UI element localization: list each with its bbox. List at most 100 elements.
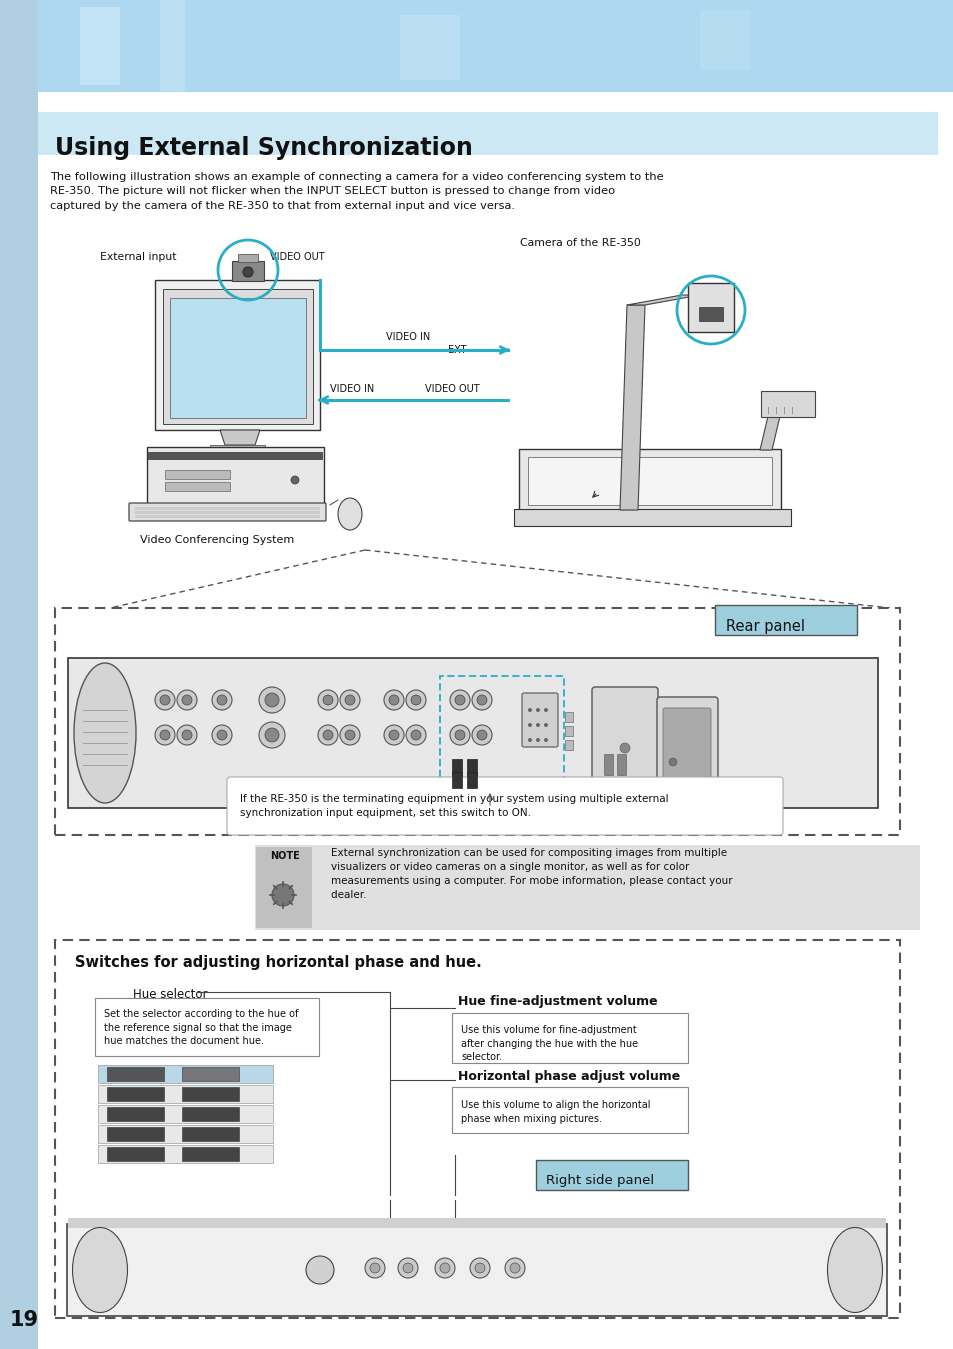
Circle shape: [543, 738, 547, 742]
FancyBboxPatch shape: [452, 759, 461, 774]
FancyBboxPatch shape: [182, 1067, 239, 1081]
Circle shape: [527, 708, 532, 712]
Ellipse shape: [72, 1228, 128, 1313]
Circle shape: [455, 695, 464, 706]
Text: Camera of the RE-350: Camera of the RE-350: [519, 237, 640, 248]
FancyBboxPatch shape: [467, 759, 476, 774]
Circle shape: [317, 724, 337, 745]
FancyBboxPatch shape: [182, 1108, 239, 1121]
Circle shape: [323, 695, 333, 706]
FancyBboxPatch shape: [67, 1224, 886, 1317]
Circle shape: [212, 724, 232, 745]
FancyBboxPatch shape: [514, 509, 790, 526]
Circle shape: [258, 687, 285, 714]
FancyBboxPatch shape: [700, 9, 749, 70]
FancyBboxPatch shape: [452, 1087, 687, 1133]
FancyBboxPatch shape: [452, 772, 461, 788]
Text: VIDEO OUT: VIDEO OUT: [270, 252, 324, 262]
FancyBboxPatch shape: [255, 847, 312, 928]
Circle shape: [510, 1263, 519, 1273]
Circle shape: [476, 695, 486, 706]
Circle shape: [323, 730, 333, 741]
Circle shape: [619, 743, 629, 753]
FancyBboxPatch shape: [564, 741, 573, 750]
FancyBboxPatch shape: [210, 445, 265, 451]
FancyBboxPatch shape: [98, 1145, 273, 1163]
FancyBboxPatch shape: [163, 289, 313, 424]
Text: Video Conferencing System: Video Conferencing System: [140, 536, 294, 545]
FancyBboxPatch shape: [148, 452, 323, 460]
Text: RGB: RGB: [332, 664, 346, 670]
Text: EXT: EXT: [448, 345, 466, 355]
Circle shape: [536, 708, 539, 712]
FancyBboxPatch shape: [0, 0, 38, 1349]
Text: OUT: OUT: [397, 664, 412, 670]
FancyBboxPatch shape: [227, 777, 782, 835]
Circle shape: [536, 738, 539, 742]
Circle shape: [470, 1259, 490, 1278]
FancyBboxPatch shape: [107, 1087, 164, 1101]
Circle shape: [154, 689, 174, 710]
FancyBboxPatch shape: [527, 457, 771, 505]
Circle shape: [543, 708, 547, 712]
FancyBboxPatch shape: [467, 772, 476, 788]
FancyBboxPatch shape: [165, 482, 230, 491]
FancyBboxPatch shape: [98, 1085, 273, 1103]
Circle shape: [389, 695, 398, 706]
FancyBboxPatch shape: [399, 15, 459, 80]
Circle shape: [160, 695, 170, 706]
Circle shape: [339, 724, 359, 745]
Circle shape: [527, 738, 532, 742]
FancyBboxPatch shape: [699, 308, 722, 321]
Circle shape: [472, 724, 492, 745]
FancyBboxPatch shape: [452, 1013, 687, 1063]
Circle shape: [402, 1263, 413, 1273]
Circle shape: [160, 730, 170, 741]
Circle shape: [345, 730, 355, 741]
Circle shape: [272, 884, 294, 907]
Text: Use this volume to align the horizontal
phase when mixing pictures.: Use this volume to align the horizontal …: [460, 1099, 650, 1124]
Circle shape: [435, 1259, 455, 1278]
Circle shape: [682, 778, 690, 786]
FancyBboxPatch shape: [55, 608, 899, 835]
Circle shape: [182, 695, 192, 706]
FancyBboxPatch shape: [107, 1147, 164, 1161]
Circle shape: [384, 724, 403, 745]
FancyBboxPatch shape: [147, 447, 324, 505]
Text: Switches for adjusting horizontal phase and hue.: Switches for adjusting horizontal phase …: [75, 955, 481, 970]
Text: Rear panel: Rear panel: [725, 619, 804, 634]
FancyBboxPatch shape: [38, 92, 953, 112]
FancyBboxPatch shape: [107, 1067, 164, 1081]
Circle shape: [291, 476, 298, 484]
FancyBboxPatch shape: [657, 697, 718, 803]
Circle shape: [384, 689, 403, 710]
FancyBboxPatch shape: [68, 1218, 885, 1228]
Text: NOTE: NOTE: [270, 851, 299, 861]
Circle shape: [243, 267, 253, 277]
Ellipse shape: [826, 1228, 882, 1313]
Circle shape: [212, 689, 232, 710]
FancyBboxPatch shape: [182, 1126, 239, 1141]
FancyBboxPatch shape: [135, 507, 319, 510]
Circle shape: [475, 1263, 484, 1273]
FancyBboxPatch shape: [254, 844, 919, 929]
Polygon shape: [626, 295, 700, 305]
Circle shape: [345, 695, 355, 706]
FancyBboxPatch shape: [129, 503, 326, 521]
FancyBboxPatch shape: [714, 604, 856, 635]
Circle shape: [365, 1259, 385, 1278]
Circle shape: [455, 730, 464, 741]
Circle shape: [411, 695, 420, 706]
Text: VIDEO IN: VIDEO IN: [386, 332, 430, 343]
Circle shape: [472, 689, 492, 710]
FancyBboxPatch shape: [80, 7, 120, 85]
FancyBboxPatch shape: [165, 469, 230, 479]
Circle shape: [216, 730, 227, 741]
Circle shape: [668, 778, 677, 786]
Text: Set the selector according to the hue of
the reference signal so that the image
: Set the selector according to the hue of…: [104, 1009, 298, 1047]
FancyBboxPatch shape: [154, 281, 319, 430]
Text: VIDEO OUT: VIDEO OUT: [424, 384, 479, 394]
Text: External synchronization can be used for compositing images from multiple
    vi: External synchronization can be used for…: [317, 849, 732, 900]
FancyBboxPatch shape: [182, 1147, 239, 1161]
Ellipse shape: [337, 498, 361, 530]
